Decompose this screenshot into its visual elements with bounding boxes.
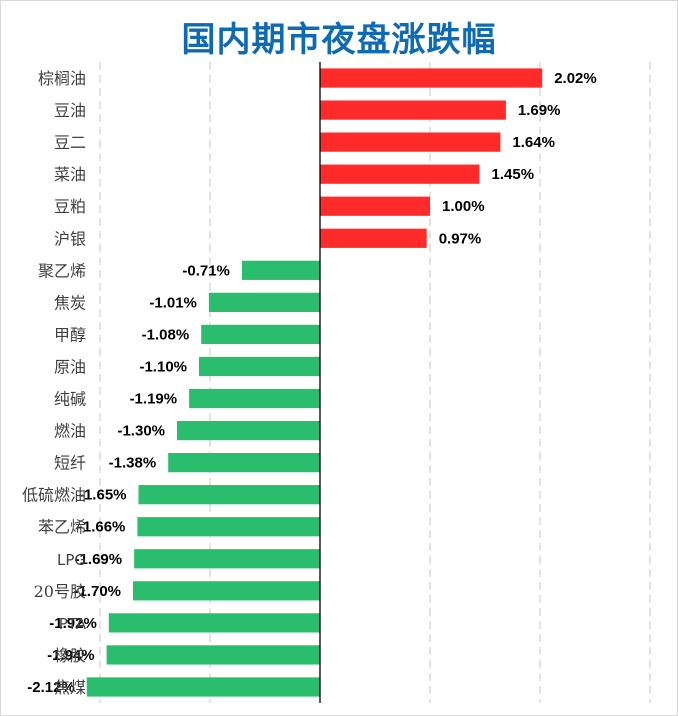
category-label: 橡胶 [54,646,86,665]
bars [86,68,543,697]
category-label: 20号胶 [34,582,86,601]
value-label: -1.69% [75,551,123,568]
bar [168,453,320,473]
bar [320,100,506,120]
category-label: 燃油 [54,422,86,441]
category-label: 苯乙烯 [38,518,86,537]
category-label: 豆粕 [54,197,86,216]
value-label: -1.66% [78,519,126,536]
value-label: 0.97% [439,230,482,247]
bar [177,420,320,441]
bar [199,356,320,377]
value-label: -0.71% [182,262,230,279]
category-label: 豆油 [54,101,86,120]
value-label: 1.00% [442,198,485,215]
bar [137,517,320,537]
value-label: -1.70% [73,583,121,600]
bar [320,196,430,216]
value-label: -1.10% [139,358,187,375]
value-label: -1.65% [79,487,127,504]
bar [106,645,320,665]
grid-lines [99,62,651,703]
category-label: LPG [57,551,86,569]
bar [241,260,320,280]
value-label: -1.08% [142,326,190,343]
bar [138,485,320,505]
value-label: -1.30% [117,423,165,440]
bar [320,68,543,88]
value-label: 1.69% [518,102,561,119]
bar [189,388,320,409]
bar [108,613,320,633]
category-label: 菜油 [54,165,86,184]
bar [320,228,427,248]
value-label: -2.12% [27,679,75,696]
value-label: 1.45% [492,166,535,183]
category-label: 低硫燃油 [22,486,86,505]
category-label: 甲醇 [54,325,86,344]
category-label: 聚乙烯 [38,261,86,280]
value-label: -1.94% [47,647,95,664]
value-label: -1.38% [109,455,157,472]
category-label: 焦炭 [54,293,86,312]
bar [133,581,320,601]
value-label: 2.02% [554,70,597,87]
value-label: -1.92% [49,615,97,632]
bar [320,164,480,184]
bar [134,549,320,569]
bar [86,677,320,697]
bar [201,324,320,345]
category-label: 焦煤 [54,678,86,697]
value-label: -1.01% [149,294,197,311]
category-label: 纯碱 [54,390,86,409]
category-label: PTA [59,615,87,633]
bar [208,292,320,312]
category-label: 原油 [54,357,86,376]
bar [320,132,501,152]
value-label: -1.19% [130,391,178,408]
value-label: 1.64% [512,134,555,151]
chart-title: 国内期市夜盘涨跌幅 [181,20,497,60]
category-label: 短纤 [54,454,86,473]
category-label: 豆二 [54,133,86,152]
labels: 2.02% 棕榈油 1.69% 豆油 1.64% 豆二 1.45% 菜油 1.00% 豆粕 0.97… [22,69,597,697]
category-label: 沪银 [54,229,86,248]
category-label: 棕榈油 [38,69,86,88]
